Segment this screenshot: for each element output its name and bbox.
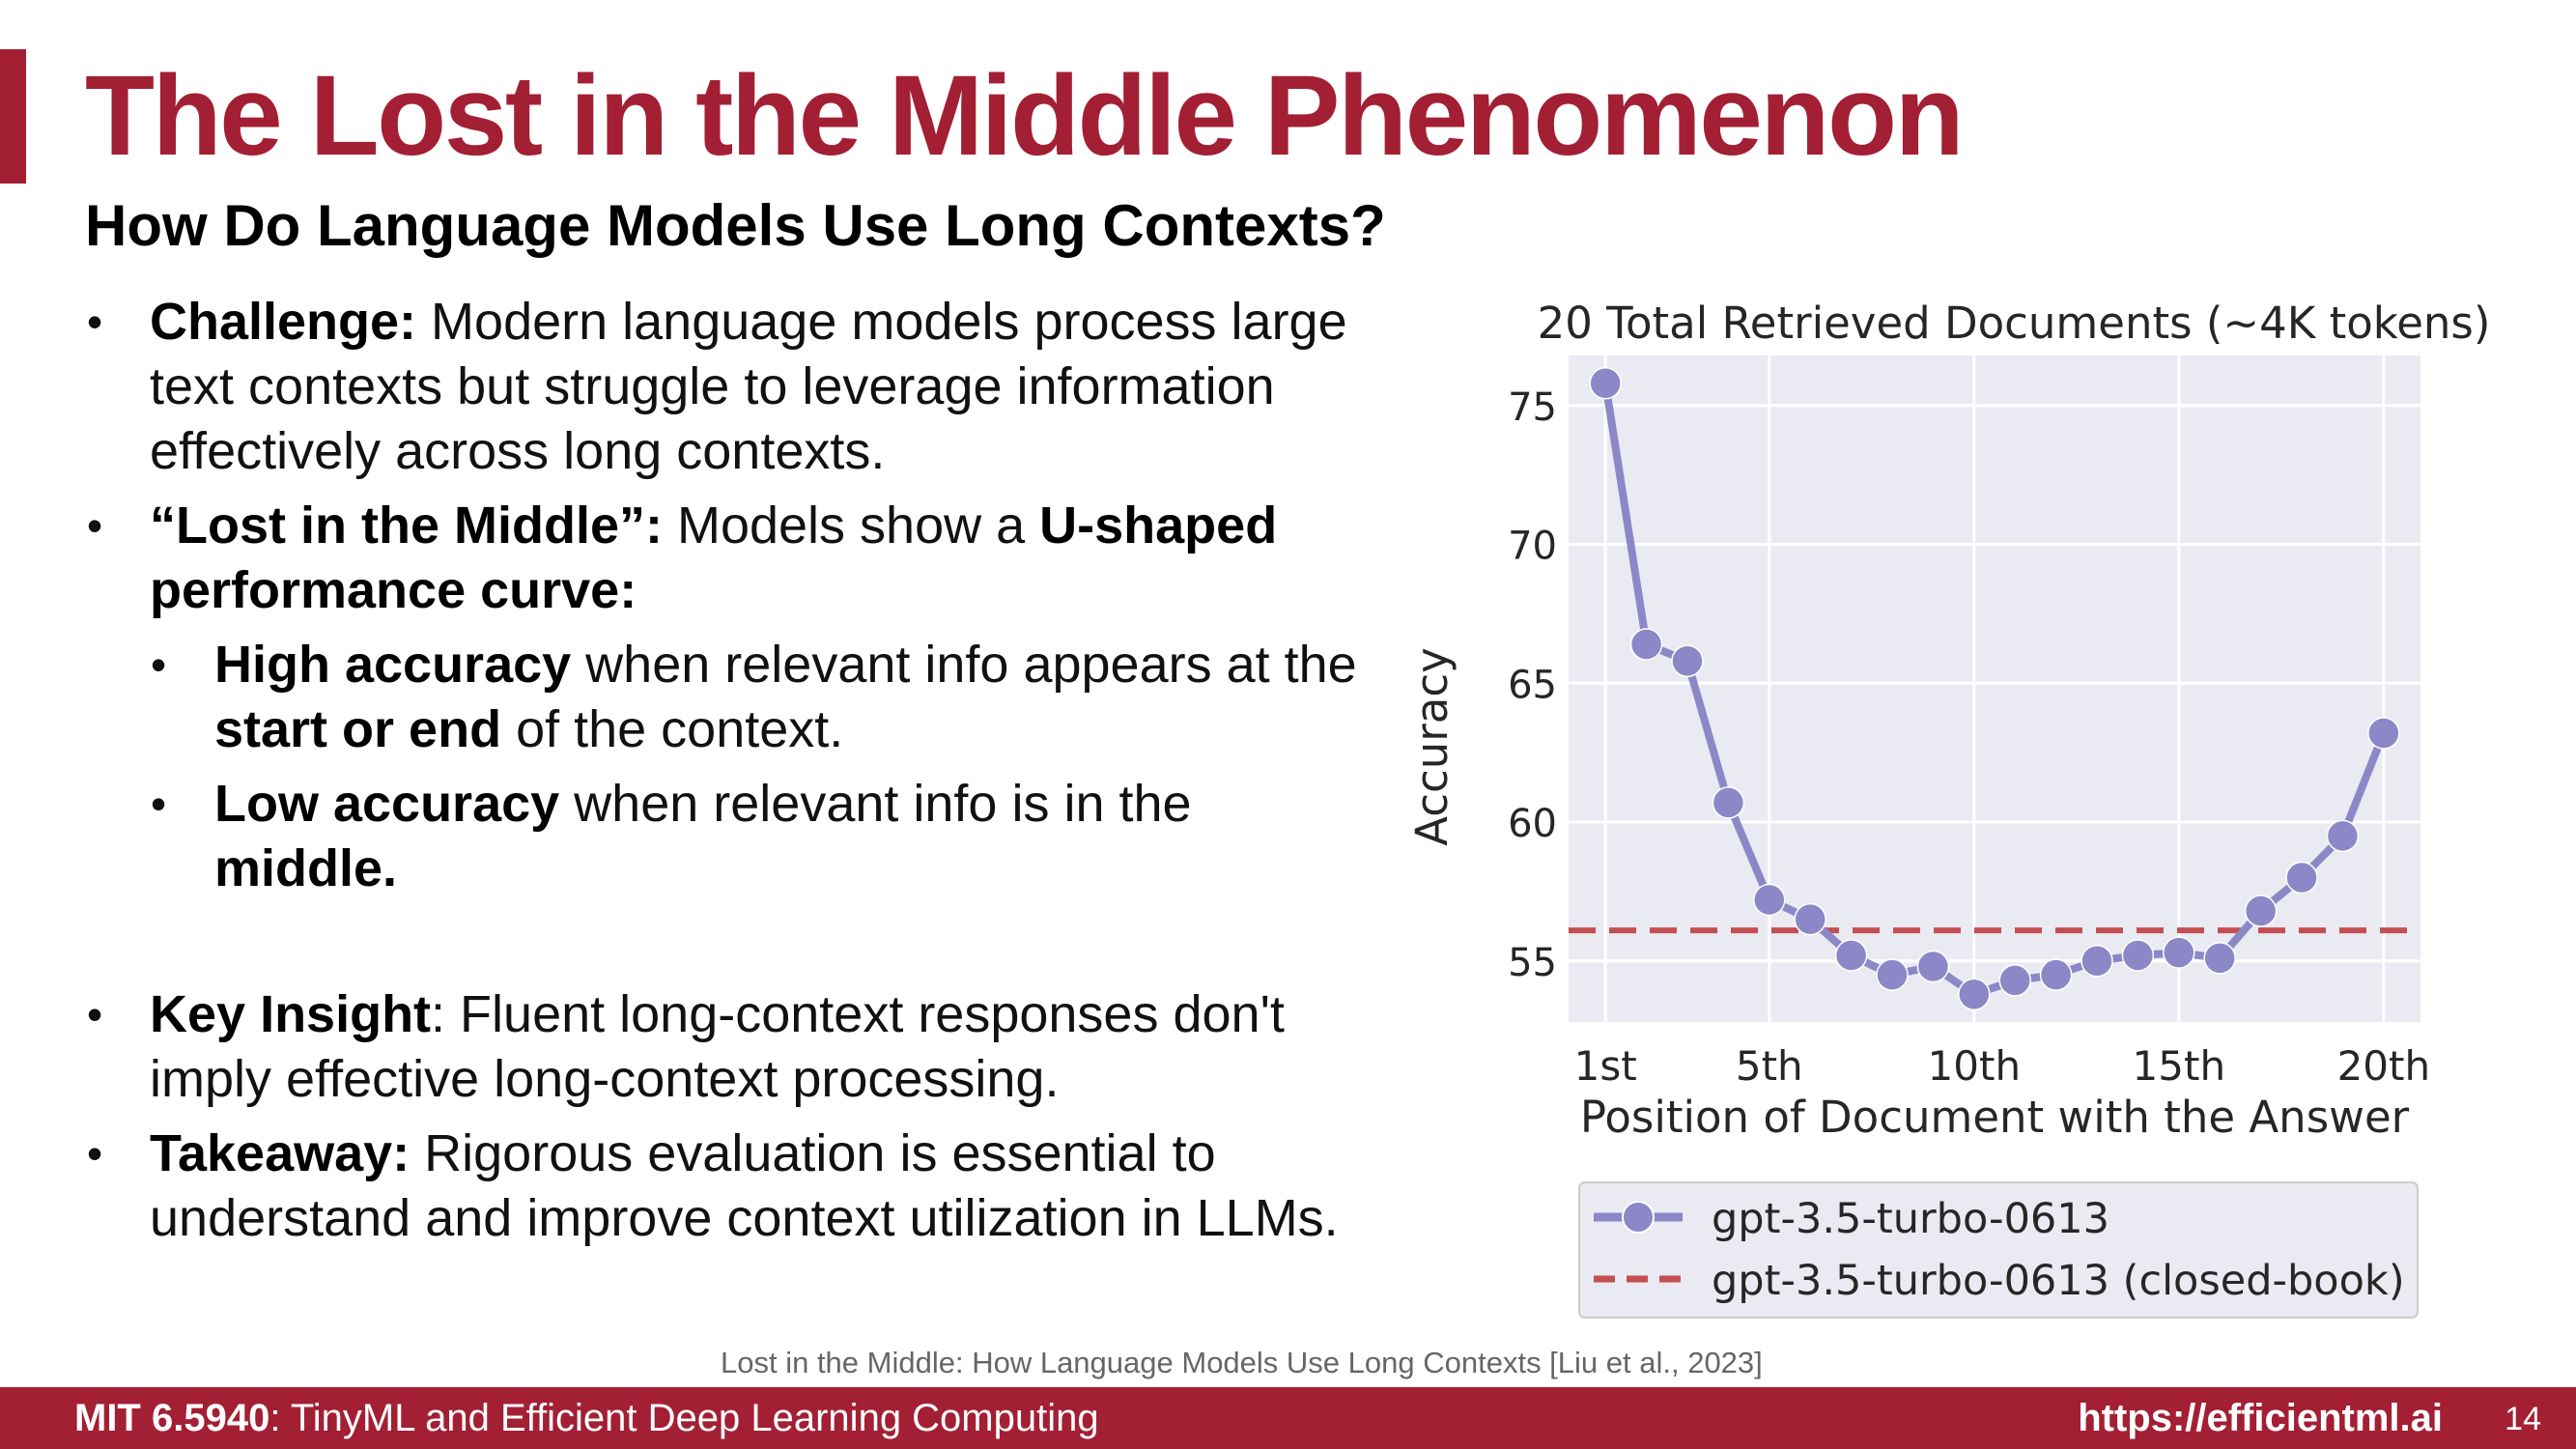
bullet-dot: • (151, 639, 167, 690)
data-point (2367, 717, 2400, 750)
data-point (1794, 902, 1826, 936)
bullet-lost-in-middle: • “Lost in the Middle”: Models show a U-… (85, 494, 1437, 623)
bullet-takeaway: • Takeaway: Rigorous evaluation is essen… (85, 1122, 1437, 1251)
tick-labels: 55 60 65 70 75 1st 5th 10th 15th 20th (1508, 385, 2430, 1090)
data-point (2203, 942, 2236, 975)
subbullet-high-accuracy: • High accuracy when relevant info appea… (85, 633, 1437, 762)
data-point (2285, 861, 2318, 895)
footer-course: MIT 6.5940: TinyML and Efficient Deep Le… (74, 1397, 1099, 1439)
data-point (2163, 936, 2195, 969)
x-tick-label: 5th (1736, 1042, 1803, 1090)
bullet-list: • Challenge: Modern language models proc… (85, 290, 1437, 1251)
data-point (2244, 895, 2278, 927)
accuracy-line-chart: 20 Total Retrieved Documents (~4K tokens… (1410, 298, 2491, 1319)
data-point (2039, 958, 2073, 991)
page-number: 14 (2505, 1401, 2541, 1437)
bullet-dot: • (151, 779, 167, 829)
bullet-dot: • (87, 500, 103, 551)
x-tick-label: 1st (1574, 1042, 1637, 1090)
y-tick-label: 65 (1508, 663, 1557, 707)
data-point (1834, 939, 1868, 972)
y-tick-label: 70 (1508, 525, 1557, 569)
legend-label-series-1: gpt-3.5-turbo-0613 (1712, 1195, 2109, 1243)
bullet-challenge: • Challenge: Modern language models proc… (85, 290, 1437, 484)
chart-legend: gpt-3.5-turbo-0613 gpt-3.5-turbo-0613 (c… (1578, 1181, 2419, 1319)
plot-background (1569, 355, 2420, 1022)
data-point (1958, 978, 1991, 1010)
legend-dot-marker-icon (1622, 1201, 1655, 1234)
slide-title: The Lost in the Middle Phenomenon (85, 52, 1965, 180)
legend-label-series-2: gpt-3.5-turbo-0613 (closed-book) (1712, 1257, 2405, 1305)
data-point (1629, 628, 1663, 661)
data-point (1589, 367, 1622, 400)
title-accent-bar (0, 49, 26, 184)
x-tick-label: 10th (1928, 1042, 2022, 1090)
x-axis-label: Position of Document with the Answer (1580, 1092, 2410, 1143)
data-point (1998, 964, 2031, 997)
y-tick-label: 60 (1508, 802, 1557, 846)
bullet-dot: • (87, 1128, 103, 1179)
footer-bar: MIT 6.5940: TinyML and Efficient Deep Le… (0, 1387, 2576, 1449)
data-point (1876, 958, 1909, 991)
data-point (1671, 644, 1704, 677)
legend-box (1578, 1181, 2419, 1319)
data-point (1712, 786, 1745, 819)
y-tick-label: 55 (1508, 941, 1557, 985)
x-tick-label: 20th (2337, 1042, 2431, 1090)
slide-subtitle: How Do Language Models Use Long Contexts… (85, 193, 1386, 258)
data-point (1916, 950, 1950, 983)
data-point (2081, 945, 2113, 978)
data-point (2326, 819, 2360, 853)
y-tick-label: 75 (1508, 385, 1557, 430)
bullet-dot: • (87, 989, 103, 1039)
data-point (2121, 939, 2155, 972)
series-layer (1569, 367, 2420, 1010)
footer-url-link[interactable]: https://efficientml.ai (2078, 1397, 2443, 1439)
data-point (1753, 883, 1786, 917)
x-tick-label: 15th (2133, 1042, 2226, 1090)
y-axis-label: Accuracy (1410, 647, 1458, 845)
bullet-dot: • (87, 297, 103, 347)
bullet-key-insight: • Key Insight: Fluent long-context respo… (85, 982, 1437, 1112)
citation: Lost in the Middle: How Language Models … (721, 1346, 1763, 1379)
subbullet-low-accuracy: • Low accuracy when relevant info is in … (85, 772, 1437, 901)
chart-title: 20 Total Retrieved Documents (~4K tokens… (1538, 298, 2491, 349)
